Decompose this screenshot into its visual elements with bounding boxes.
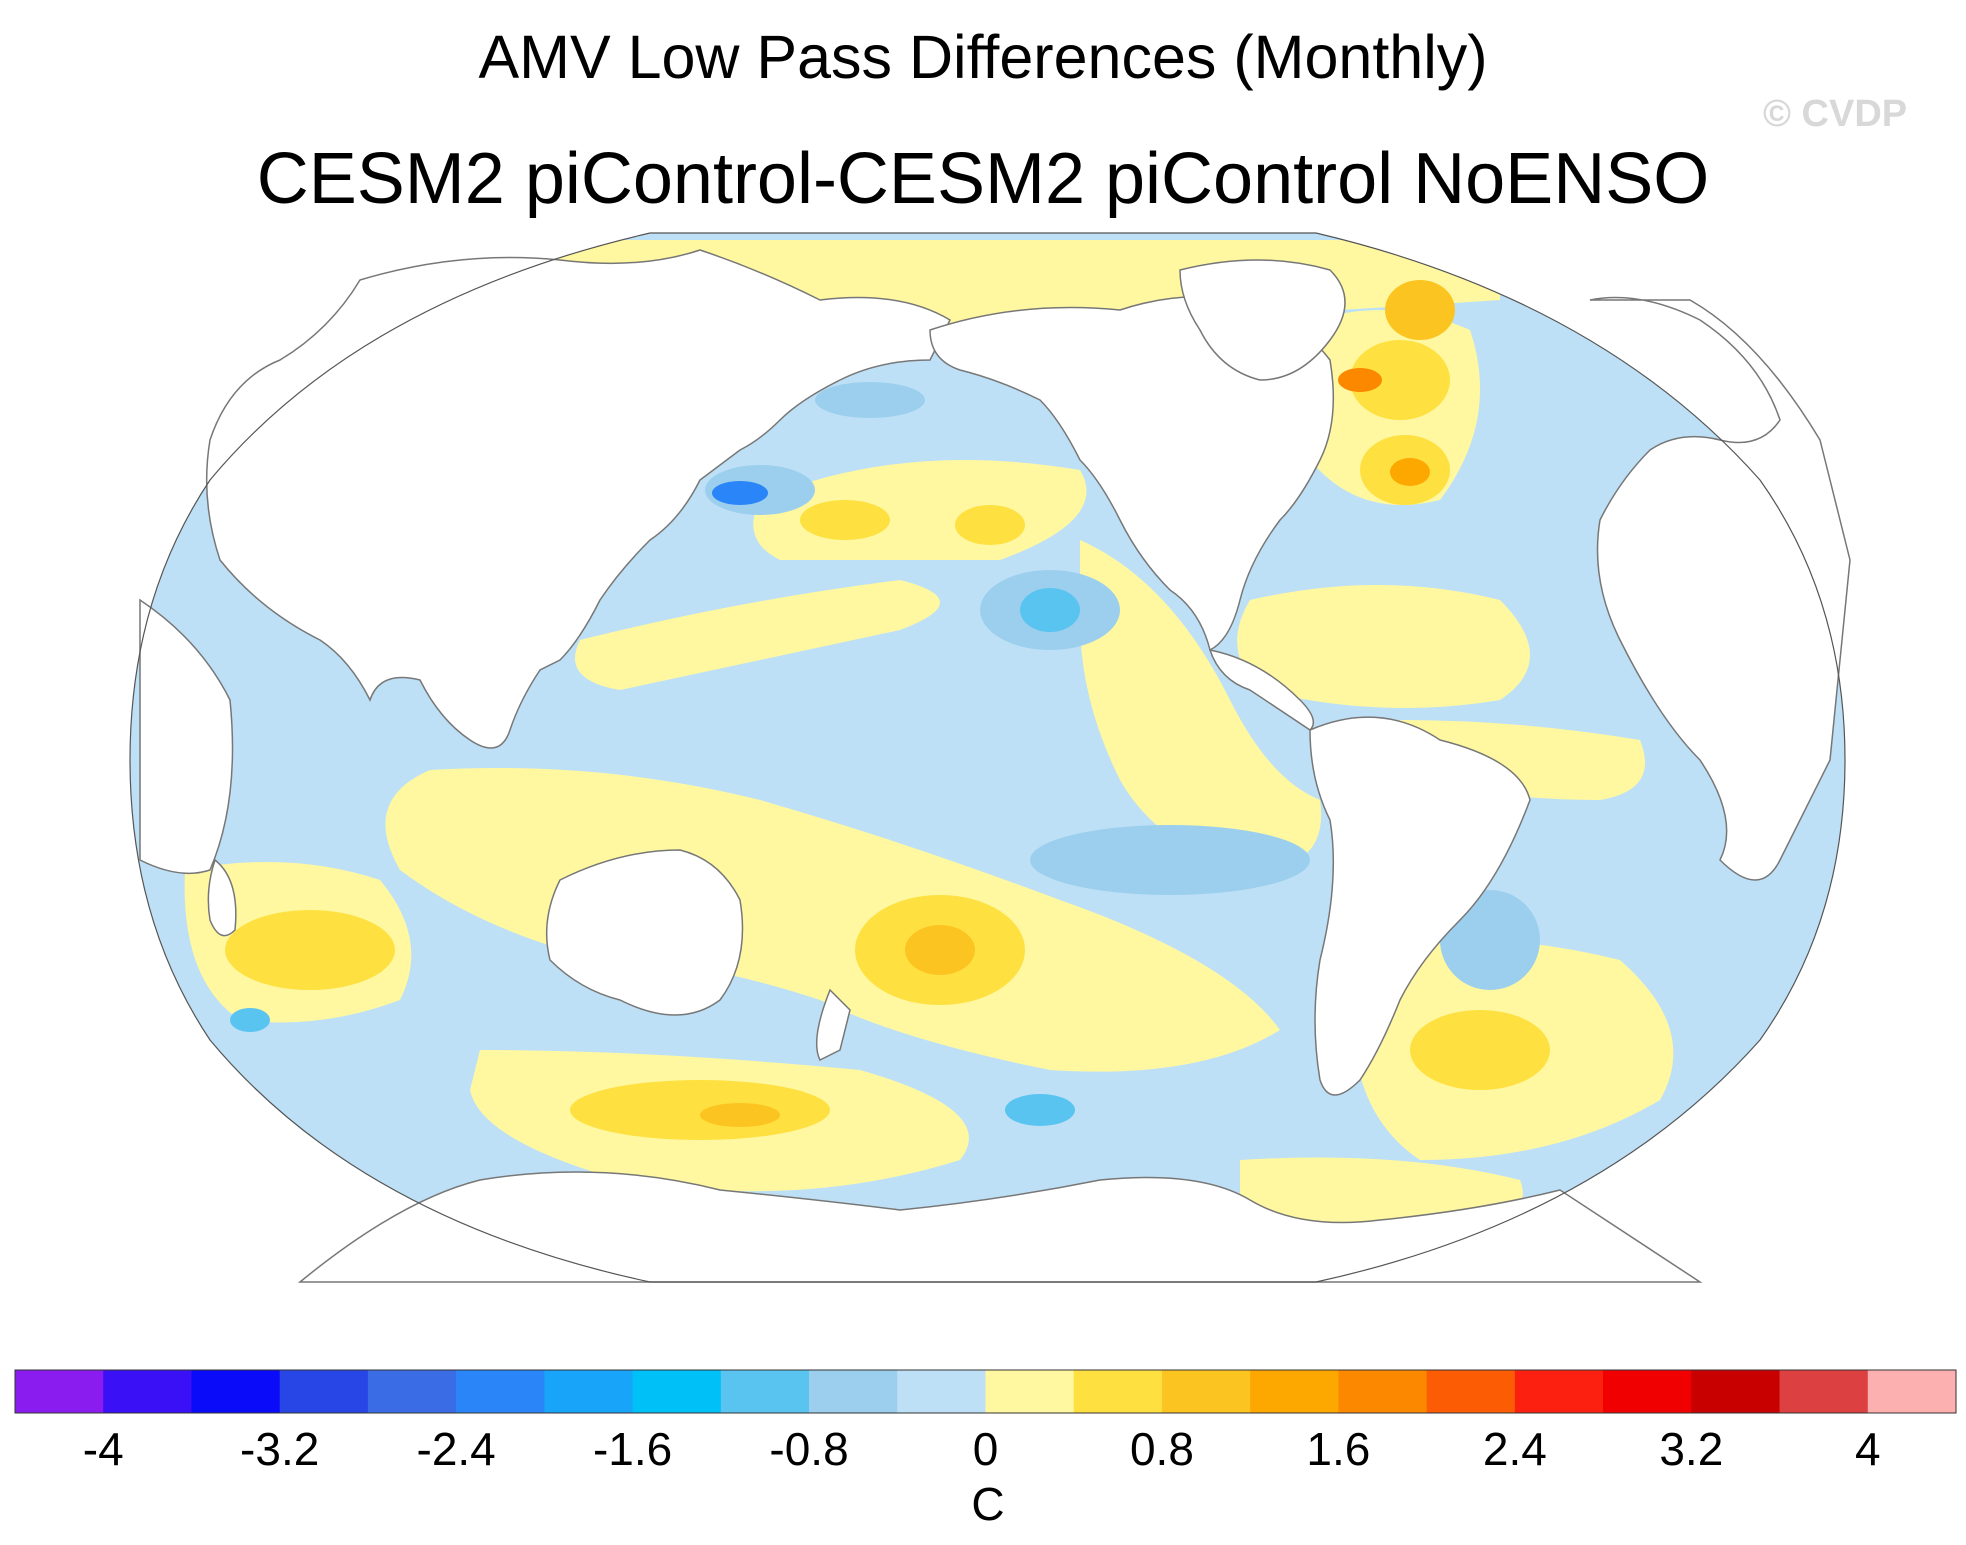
colorbar-tick-label: 0.8 [1130,1423,1194,1475]
land-eurasia [205,249,951,749]
colorbar-swatch [1073,1370,1163,1413]
anomaly-core-okhotsk [815,382,925,418]
colorbar-swatch [1514,1370,1604,1413]
colorbar-swatch [1691,1370,1781,1413]
negative-anomaly-regions [230,382,1540,1126]
colorbar-swatch [897,1370,986,1413]
land-new-zealand [815,988,851,1062]
colorbar-swatch [1867,1370,1957,1413]
anomaly-core-southern-inner [700,1103,780,1127]
anomaly-core-indian-cold [230,1008,270,1032]
globe-outline [129,232,1846,1283]
land-antarctica [297,1171,1703,1283]
colorbar-swatch [191,1370,281,1413]
colorbar-swatch [103,1370,192,1413]
colorbar-tick-label: -4 [83,1423,124,1475]
strong-positive-anomaly-regions [225,280,1550,1140]
colorbar-unit-label: C [971,1478,1004,1530]
anomaly-core-east-pacific-cold [1030,825,1310,895]
land-madagascar [207,858,237,937]
colorbar-swatch [1426,1370,1516,1413]
anomaly-core-central-pacific-inner [1020,588,1080,632]
anomaly-core-labrador-inner [1338,368,1382,392]
map-title: AMV Low Pass Differences (Monthly) [478,23,1488,91]
land-masses [139,249,1851,1283]
colorbar-swatch [1779,1370,1869,1413]
colorbar-tick-label: -3.2 [240,1423,319,1475]
anomaly-core-kuroshio-ext [800,500,890,540]
colorbar-tick-label: 1.6 [1306,1423,1370,1475]
colorbar-swatch [632,1370,722,1413]
anomaly-north-atlantic-warm [1237,585,1530,708]
colorbar-tick-label: -0.8 [769,1423,848,1475]
map-subtitle: CESM2 piControl-CESM2 piControl NoENSO [256,139,1710,219]
colorbar-swatch [15,1370,104,1413]
colorbar-swatch [1250,1370,1339,1413]
colorbar-swatches [14,1369,1957,1414]
anomaly-east-pacific-warm [1080,540,1322,870]
land-south-america [1309,716,1531,1096]
anomaly-core-kuroshio-ext2 [955,505,1025,545]
colorbar-tick-label: 4 [1855,1423,1881,1475]
anomaly-core-greenland-sea [1385,280,1455,340]
anomaly-south-pacific-warm [385,768,1280,1072]
colorbar-swatch [985,1370,1075,1413]
colorbar-tick-label: -1.6 [593,1423,672,1475]
anomaly-core-southern [570,1080,830,1140]
colorbar-swatch [1603,1370,1692,1413]
colorbar-swatch [456,1370,545,1413]
anomaly-core-southern-cold [1005,1094,1075,1126]
colorbar-tick-label: 0 [973,1423,999,1475]
colorbar-tick-label: 2.4 [1483,1423,1547,1475]
cvdp-watermark: © CVDP [1763,93,1908,135]
anomaly-core-labrador [1350,340,1450,420]
colorbar-swatch [720,1370,810,1413]
anomaly-core-south-pacific-inner [905,925,975,975]
anomaly-core-subpolar-inner [1390,458,1430,486]
colorbar-swatch [1338,1370,1428,1413]
anomaly-core-kuroshio-cold-inner [712,481,768,505]
colorbar-swatch [544,1370,634,1413]
colorbar-tick-labels: -4 -3.2 -2.4 -1.6 -0.8 0 0.8 1.6 2.4 3.2 4 [83,1423,1881,1475]
map-field [130,233,1845,1282]
colorbar-swatch [367,1370,457,1413]
colorbar-swatch [279,1370,369,1413]
colorbar-swatch [809,1370,898,1413]
anomaly-north-pacific-band [575,580,940,690]
colorbar-tick-label: 3.2 [1659,1423,1723,1475]
colorbar-swatch [1161,1370,1251,1413]
land-africa-east [139,598,234,875]
anomaly-core-indian [225,910,395,990]
colorbar-tick-label: -2.4 [417,1423,496,1475]
land-australia [545,849,744,1016]
land-greenland [1179,259,1346,381]
colorbar-border [14,1369,1957,1414]
anomaly-core-south-atlantic [1410,1010,1550,1090]
land-europe-africa-west [1589,296,1851,881]
